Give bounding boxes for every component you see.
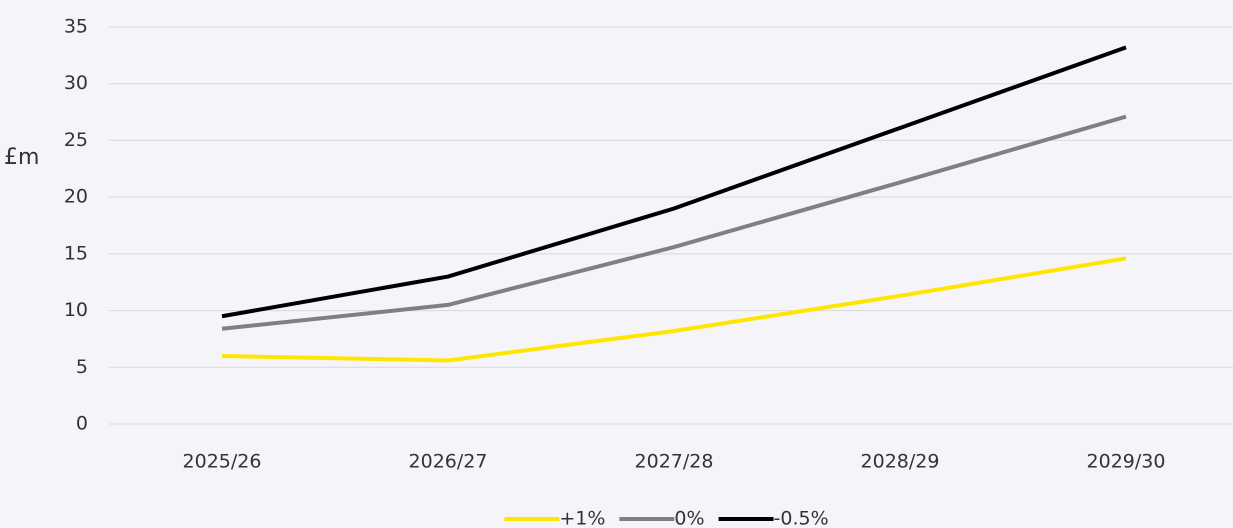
series-line <box>221 114 1127 331</box>
x-tick-label: 2028/29 <box>861 451 940 473</box>
x-tick-label: 2026/27 <box>409 451 488 473</box>
legend-label: -0.5% <box>774 508 829 528</box>
y-tick-label: 15 <box>64 242 88 264</box>
y-tick-label: 35 <box>64 16 88 38</box>
series-line <box>221 45 1127 319</box>
series-line <box>221 256 1127 363</box>
y-tick-label: 0 <box>76 413 88 435</box>
x-tick-label: 2029/30 <box>1087 451 1166 473</box>
y-tick-label: 30 <box>64 72 88 94</box>
y-tick-label: 5 <box>76 356 88 378</box>
x-tick-label: 2025/26 <box>183 451 262 473</box>
legend-label: +1% <box>559 508 605 528</box>
y-axis-label: £m <box>4 145 39 170</box>
y-tick-label: 25 <box>64 129 88 151</box>
x-tick-label: 2027/28 <box>635 451 714 473</box>
legend-label: 0% <box>674 508 704 528</box>
y-tick-label: 10 <box>64 299 88 321</box>
y-tick-label: 20 <box>64 186 88 208</box>
